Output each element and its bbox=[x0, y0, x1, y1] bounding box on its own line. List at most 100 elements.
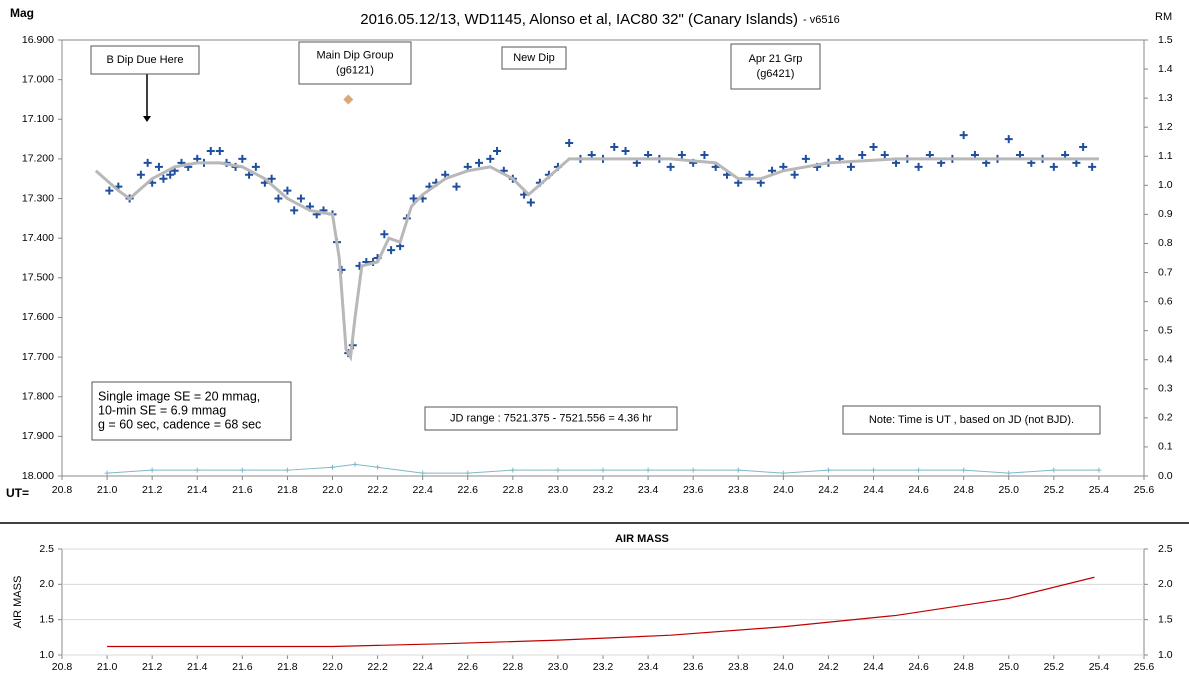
point bbox=[1049, 162, 1058, 171]
x-tick-label: 21.8 bbox=[277, 484, 298, 496]
point bbox=[352, 461, 358, 467]
y-tick-label: 17.000 bbox=[22, 73, 54, 85]
y2-tick-label: 0.4 bbox=[1158, 354, 1173, 366]
x-tick-label: 23.8 bbox=[728, 484, 749, 496]
annotation-box bbox=[298, 41, 412, 85]
y2-tick-label: 2.0 bbox=[1158, 578, 1173, 590]
annotation: g = 60 sec, cadence = 68 sec bbox=[98, 417, 261, 431]
point bbox=[159, 174, 168, 183]
point bbox=[690, 467, 696, 473]
point bbox=[284, 467, 290, 473]
point bbox=[1006, 470, 1012, 476]
x-tick-label: 24.2 bbox=[818, 661, 839, 673]
chart-title: AIR MASS bbox=[615, 533, 669, 545]
point bbox=[267, 174, 276, 183]
point bbox=[677, 150, 686, 159]
point bbox=[959, 131, 968, 140]
x-tick-label: 24.8 bbox=[953, 661, 974, 673]
point bbox=[493, 146, 502, 155]
point bbox=[790, 170, 799, 179]
point bbox=[1088, 162, 1097, 171]
point bbox=[206, 146, 215, 155]
y2-tick-label: 0.2 bbox=[1158, 412, 1173, 424]
x-tick-label: 22.8 bbox=[503, 484, 524, 496]
point bbox=[916, 467, 922, 473]
x-tick-label: 25.6 bbox=[1134, 661, 1155, 673]
y2-tick-label: 2.5 bbox=[1158, 543, 1173, 555]
x-tick-label: 23.4 bbox=[638, 484, 659, 496]
y-tick-label: 17.100 bbox=[22, 113, 54, 125]
x-tick-label: 23.0 bbox=[548, 484, 569, 496]
x-tick-label: 24.2 bbox=[818, 484, 839, 496]
y-tick-label: 2.0 bbox=[39, 578, 54, 590]
y-tick-label: 1.0 bbox=[39, 649, 54, 661]
point bbox=[555, 467, 561, 473]
x-tick-label: 21.2 bbox=[142, 661, 163, 673]
point bbox=[105, 186, 114, 195]
y2-tick-label: 1.5 bbox=[1158, 34, 1173, 46]
point bbox=[486, 154, 495, 163]
point bbox=[780, 470, 786, 476]
point bbox=[825, 467, 831, 473]
point bbox=[526, 198, 535, 207]
y-tick-label: 18.000 bbox=[22, 470, 54, 482]
y2-tick-label: 0.0 bbox=[1158, 470, 1173, 482]
x-tick-label: 21.0 bbox=[97, 661, 118, 673]
point bbox=[1079, 143, 1088, 152]
y2-tick-label: 1.1 bbox=[1158, 150, 1173, 162]
y2-tick-label: 1.3 bbox=[1158, 92, 1173, 104]
annotation: JD range : 7521.375 - 7521.556 = 4.36 hr bbox=[450, 412, 652, 424]
point bbox=[387, 246, 396, 255]
y2-tick-label: 1.0 bbox=[1158, 179, 1173, 191]
point bbox=[375, 464, 381, 470]
x-tick-label: 24.6 bbox=[908, 484, 929, 496]
y2-tick-label: 0.9 bbox=[1158, 208, 1173, 220]
x-tick-label: 20.8 bbox=[52, 661, 73, 673]
y-tick-label: 17.700 bbox=[22, 351, 54, 363]
x-tick-label: 24.0 bbox=[773, 484, 794, 496]
point bbox=[961, 467, 967, 473]
point bbox=[700, 150, 709, 159]
x-tick-label: 22.4 bbox=[412, 484, 433, 496]
y2-tick-label: 0.3 bbox=[1158, 383, 1173, 395]
point bbox=[565, 139, 574, 148]
x-tick-label: 21.4 bbox=[187, 484, 208, 496]
y-axis-label: Mag bbox=[10, 6, 34, 20]
x-tick-label: 20.8 bbox=[52, 484, 73, 496]
x-tick-label: 22.8 bbox=[503, 661, 524, 673]
point bbox=[296, 194, 305, 203]
y-axis-label: AIR MASS bbox=[12, 576, 24, 629]
point bbox=[380, 230, 389, 239]
point bbox=[510, 467, 516, 473]
point bbox=[290, 206, 299, 215]
x-tick-label: 22.4 bbox=[412, 661, 433, 673]
x-tick-label: 21.4 bbox=[187, 661, 208, 673]
x-tick-label: 25.4 bbox=[1089, 484, 1110, 496]
y2-tick-label: 0.5 bbox=[1158, 324, 1173, 336]
x-tick-label: 23.4 bbox=[638, 661, 659, 673]
x-tick-label: 25.6 bbox=[1134, 484, 1155, 496]
x-axis-label: UT= bbox=[6, 486, 29, 500]
point bbox=[1004, 135, 1013, 144]
point bbox=[239, 467, 245, 473]
point bbox=[149, 467, 155, 473]
point bbox=[666, 162, 675, 171]
x-tick-label: 22.2 bbox=[367, 484, 388, 496]
point bbox=[846, 162, 855, 171]
x-tick-label: 24.4 bbox=[863, 661, 884, 673]
x-tick-label: 23.2 bbox=[593, 484, 614, 496]
point bbox=[330, 464, 335, 470]
annotation: Apr 21 Grp bbox=[749, 53, 803, 65]
x-tick-label: 23.6 bbox=[683, 484, 704, 496]
rm-line bbox=[107, 463, 1099, 474]
point bbox=[136, 170, 145, 179]
point bbox=[104, 470, 110, 476]
x-tick-label: 25.0 bbox=[999, 661, 1020, 673]
annotation-box bbox=[90, 45, 200, 75]
x-tick-label: 23.0 bbox=[548, 661, 569, 673]
point bbox=[194, 467, 200, 473]
annotation: 10-min SE = 6.9 mmag bbox=[98, 403, 226, 417]
y2-tick-label: 1.2 bbox=[1158, 121, 1173, 133]
